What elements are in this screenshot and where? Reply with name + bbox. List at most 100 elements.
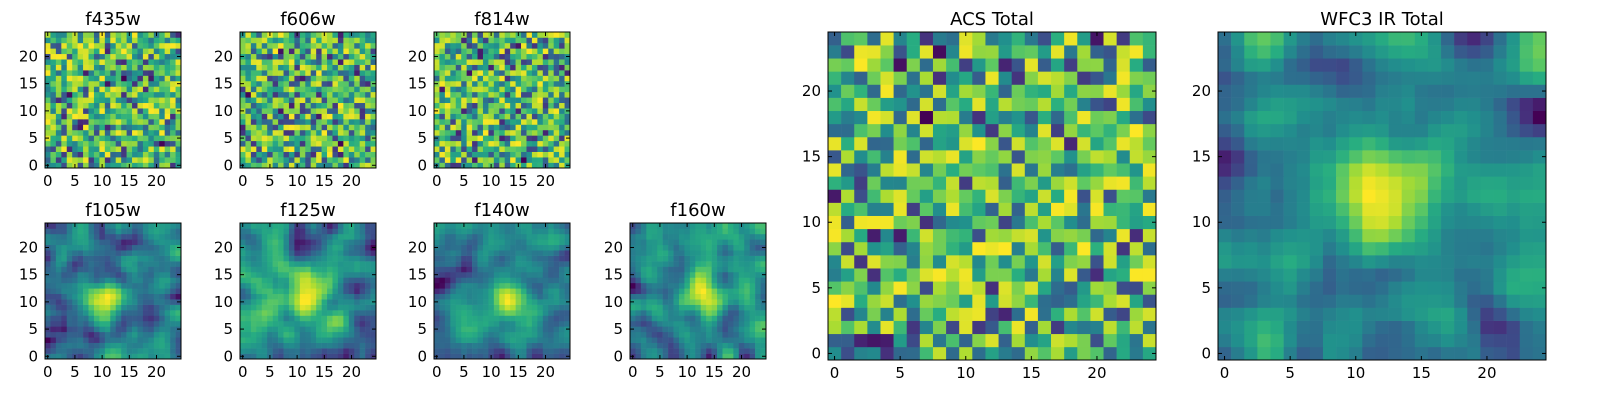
heatmap-cell: [657, 261, 663, 267]
heatmap-cell: [337, 320, 344, 327]
heatmap-cell: [668, 342, 674, 349]
heatmap-cell: [126, 97, 133, 104]
heatmap-cell: [1024, 255, 1039, 269]
heatmap-cell: [159, 310, 165, 316]
heatmap-cell: [673, 348, 680, 354]
heatmap-cell: [657, 348, 663, 354]
heatmap-cell: [1090, 189, 1104, 203]
heatmap-cell: [148, 91, 155, 98]
heatmap-cell: [110, 244, 117, 251]
heatmap-cell: [722, 277, 729, 284]
heatmap-cell: [450, 124, 457, 131]
heatmap-cell: [121, 157, 127, 163]
heatmap-cell: [250, 293, 257, 300]
heatmap-cell: [250, 348, 257, 354]
heatmap-cell: [488, 277, 495, 284]
heatmap-cell: [142, 113, 149, 120]
heatmap-cell: [738, 331, 745, 338]
heatmap-cell: [738, 250, 745, 256]
heatmap-cell: [370, 223, 377, 229]
heatmap-cell: [310, 157, 317, 163]
heatmap-cell: [88, 113, 95, 120]
heatmap-cell: [531, 228, 538, 235]
heatmap-cell: [121, 342, 127, 349]
heatmap-cell: [444, 223, 451, 229]
heatmap-cell: [488, 342, 495, 349]
heatmap-cell: [104, 146, 111, 152]
heatmap-cell: [548, 135, 554, 142]
heatmap-cell: [444, 315, 451, 322]
heatmap-cell: [673, 342, 680, 349]
heatmap-cell: [294, 348, 301, 354]
heatmap-cell: [711, 288, 718, 295]
heatmap-cell: [640, 331, 647, 338]
heatmap-cell: [343, 157, 350, 163]
heatmap-cell: [466, 37, 473, 44]
heatmap-cell: [1142, 346, 1157, 361]
heatmap-cell: [294, 124, 301, 131]
heatmap-cell: [348, 42, 355, 49]
heatmap-cell: [164, 353, 171, 360]
heatmap-cell: [170, 304, 176, 311]
heatmap-cell: [121, 293, 127, 300]
heatmap-cell: [61, 140, 68, 147]
heatmap-cell: [288, 86, 295, 93]
heatmap-cell: [142, 146, 149, 152]
heatmap-cell: [444, 348, 451, 354]
heatmap-cell: [299, 59, 306, 65]
heatmap-cell: [553, 271, 560, 278]
heatmap-cell: [867, 202, 881, 216]
heatmap-cell: [1051, 320, 1065, 335]
heatmap-cell: [461, 80, 467, 87]
heatmap-cell: [755, 299, 761, 305]
heatmap-cell: [553, 337, 560, 343]
heatmap-cell: [444, 320, 451, 327]
heatmap-cell: [733, 261, 740, 267]
heatmap-cell: [294, 293, 301, 300]
heatmap-cell: [294, 244, 301, 251]
heatmap-cell: [159, 42, 165, 49]
heatmap-cell: [499, 91, 506, 98]
heatmap-cell: [640, 310, 647, 316]
heatmap-cell: [515, 157, 522, 163]
heatmap-cell: [316, 70, 322, 76]
heatmap-cell: [455, 59, 462, 65]
heatmap-cell: [93, 108, 100, 114]
heatmap-cell: [444, 282, 451, 289]
heatmap-cell: [45, 119, 51, 125]
heatmap-cell: [359, 59, 366, 65]
heatmap-cell: [439, 42, 446, 49]
heatmap-cell: [504, 140, 511, 147]
heatmap-cell: [439, 162, 446, 169]
heatmap-cell: [651, 348, 658, 354]
heatmap-cell: [267, 293, 273, 300]
heatmap-cell: [132, 282, 138, 289]
heatmap-cell: [548, 320, 554, 327]
heatmap-cell: [499, 97, 506, 104]
heatmap-cell: [261, 304, 268, 311]
heatmap-cell: [760, 223, 767, 229]
heatmap-cell: [121, 113, 127, 120]
heatmap-cell: [444, 70, 451, 76]
heatmap-cell: [327, 271, 333, 278]
heatmap-cell: [548, 86, 554, 93]
heatmap-cell: [472, 255, 478, 262]
heatmap-cell: [337, 244, 344, 251]
heatmap-cell: [245, 293, 252, 300]
heatmap-cell: [337, 32, 344, 38]
heatmap-cell: [521, 282, 527, 289]
heatmap-cell: [455, 157, 462, 163]
heatmap-cell: [104, 102, 111, 109]
heatmap-cell: [83, 91, 89, 98]
heatmap-cell: [66, 80, 73, 87]
heatmap-cell: [455, 70, 462, 76]
heatmap-cell: [932, 241, 947, 256]
heatmap-cell: [477, 277, 484, 284]
heatmap-cell: [657, 304, 663, 311]
heatmap-cell: [548, 75, 554, 82]
heatmap-cell: [1024, 228, 1039, 243]
heatmap-cell: [115, 250, 122, 256]
heatmap-cell: [537, 129, 544, 136]
heatmap-cell: [488, 282, 495, 289]
heatmap-cell: [932, 333, 947, 348]
